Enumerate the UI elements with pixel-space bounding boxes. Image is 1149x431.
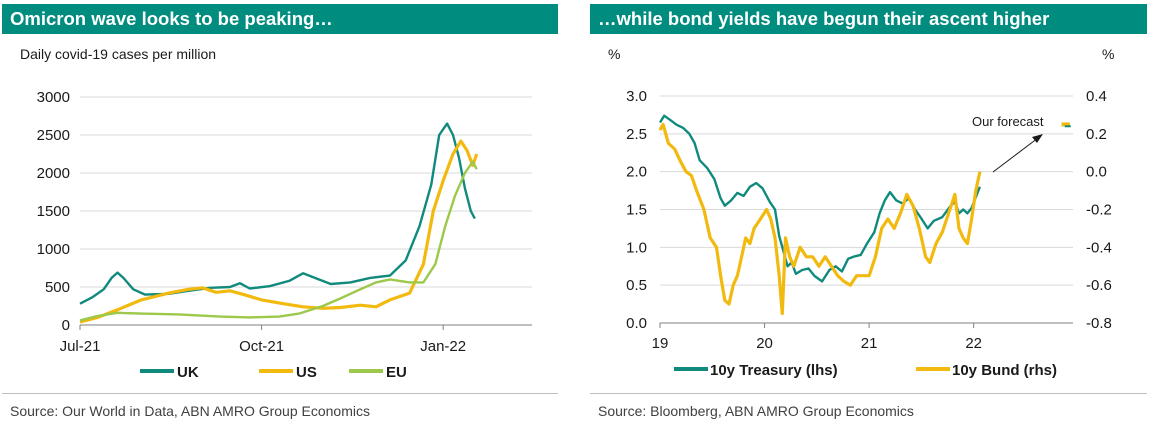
left-axis-unit: % [608,46,620,62]
y-tick-label-right: -0.4 [1086,239,1112,256]
y-tick-label-right: -0.8 [1086,315,1112,332]
legend-label-us: US [296,364,317,381]
y-tick-label-left: 1.0 [626,239,647,256]
y-tick-label-right: 0.0 [1086,164,1107,181]
chart-subtitle: Daily covid-19 cases per million [20,46,216,62]
y-tick-label-left: 2.5 [626,126,647,143]
y-tick-label: 500 [45,279,70,296]
x-tick-label: 19 [652,335,669,352]
legend-label-10y-bund-rhs: 10y Bund (rhs) [952,362,1057,379]
legend-label-10y-treasury-lhs: 10y Treasury (lhs) [710,362,838,379]
y-tick-label-right: -0.2 [1086,202,1112,219]
series-line-10y-bund-rhs [658,122,982,316]
annotation-label: Our forecast [972,114,1044,129]
y-tick-label: 1500 [37,203,70,220]
right-axis-unit: % [1102,46,1114,62]
right-chart-panel: …while bond yields have begun their asce… [588,0,1149,431]
series-line-10y-treasury-lhs [658,114,982,283]
left-chart-panel: Omicron wave looks to be peaking… Daily … [0,0,560,431]
left-chart-title: Omicron wave looks to be peaking… [2,4,558,34]
y-tick-label: 1000 [37,241,70,258]
x-tick-label: 21 [861,335,878,352]
right-divider [590,393,1147,394]
right-chart-svg: % % 0.0 0.5 1.0 1.5 2.0 2.5 3.0 -0.8 -0.6 -0.4 -0.2 0… [608,46,1114,379]
series-line-eu [79,160,478,322]
annotation-arrow-line [992,137,1039,173]
left-chart-svg: Daily covid-19 cases per million 0 500 1000… [20,46,532,381]
y-tick-label: 2500 [37,127,70,144]
y-tick-label: 2000 [37,165,70,182]
y-tick-label-left: 0.0 [626,315,647,332]
y-tick-label-right: 0.2 [1086,126,1107,143]
right-source: Source: Bloomberg, ABN AMRO Group Econom… [598,403,914,419]
left-source: Source: Our World in Data, ABN AMRO Grou… [10,403,370,419]
legend-label-uk: UK [177,364,199,381]
y-tick-label: 3000 [37,89,70,106]
y-tick-label-left: 0.5 [626,277,647,294]
series-line-us [79,139,479,324]
left-divider [2,393,558,394]
y-tick-label: 0 [62,317,70,334]
y-tick-label-left: 2.0 [626,164,647,181]
x-tick-label: Jul-21 [60,338,101,355]
x-tick-label: 20 [756,335,773,352]
y-tick-label-left: 1.5 [626,202,647,219]
x-tick-label: Jan-22 [420,338,466,355]
y-tick-label-right: -0.6 [1086,277,1112,294]
annotation-arrow-head [1032,134,1043,143]
series-line-uk [79,122,476,305]
x-tick-label: 22 [965,335,982,352]
right-chart-title: …while bond yields have begun their asce… [590,4,1147,34]
legend-label-eu: EU [386,364,407,381]
y-tick-label-left: 3.0 [626,88,647,105]
x-tick-label: Oct-21 [239,338,284,355]
y-tick-label-right: 0.4 [1086,88,1107,105]
